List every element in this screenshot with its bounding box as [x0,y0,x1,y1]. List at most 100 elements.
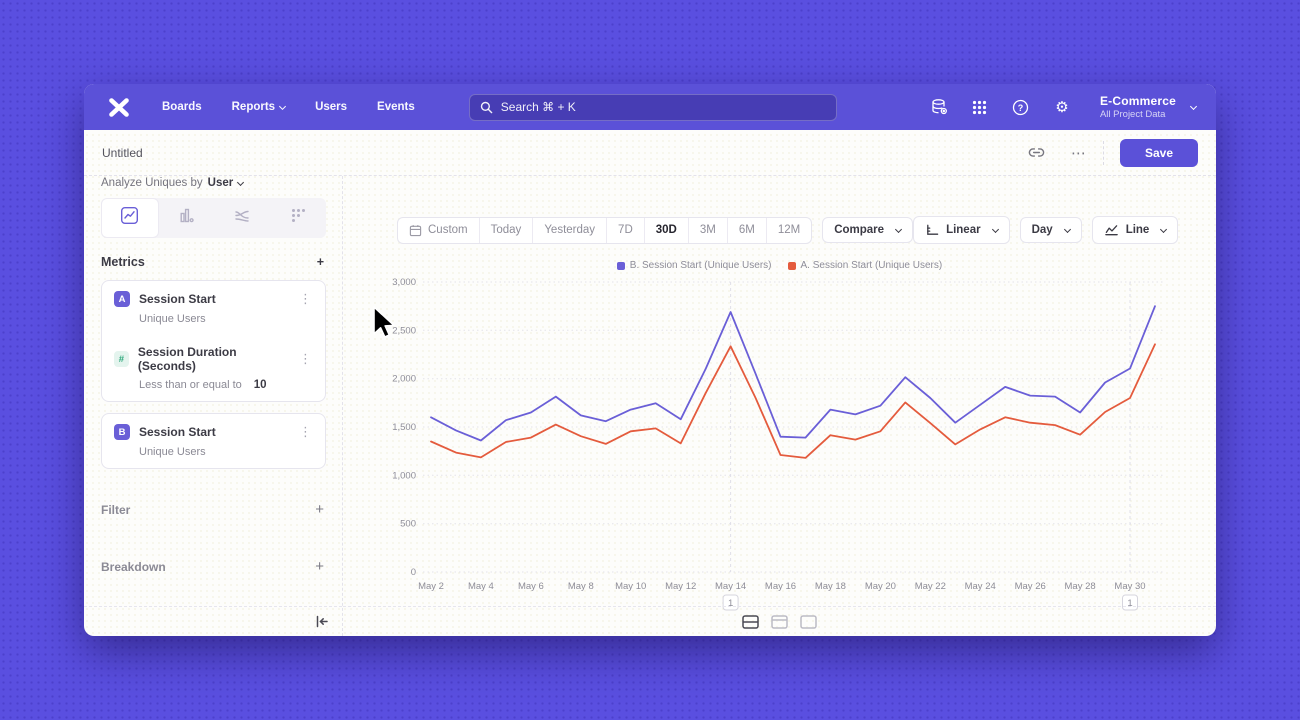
nav-boards[interactable]: Boards [162,101,202,113]
compare-dropdown[interactable]: Compare [822,217,914,243]
svg-text:May 20: May 20 [865,581,896,592]
metric-menu-icon[interactable]: ⋮ [299,291,312,306]
project-selector[interactable]: E-Commerce All Project Data [1099,94,1198,120]
metric-group-2: B Session Start ⋮ Unique Users [101,413,326,469]
svg-text:May 2: May 2 [418,581,444,592]
chart-panel: Custom Today Yesterday 7D 30D 3M 6M 12M … [343,176,1216,636]
svg-text:May 22: May 22 [915,581,946,592]
tab-retention[interactable] [270,198,326,238]
metric-menu-icon[interactable]: ⋮ [299,424,312,439]
svg-text:1: 1 [1127,598,1132,609]
range-7d-button[interactable]: 7D [607,217,645,243]
svg-text:1,000: 1,000 [392,470,416,481]
range-custom-button[interactable]: Custom [398,217,480,243]
range-today-button[interactable]: Today [480,217,534,243]
range-yesterday-button[interactable]: Yesterday [533,217,608,243]
scale-dropdown[interactable]: Linear [913,216,1010,244]
metric-group-1: A Session Start ⋮ Unique Users # Session… [101,280,326,402]
metric-subtitle[interactable]: Unique Users [139,313,206,325]
svg-text:May 16: May 16 [765,581,796,592]
project-scope: All Project Data [1099,109,1166,120]
svg-text:1,500: 1,500 [392,422,416,433]
chart-type-dropdown[interactable]: Line [1091,216,1179,244]
top-nav: Boards Reports Users Events Search ⌘ + K… [84,84,1216,130]
interval-dropdown[interactable]: Day [1019,217,1082,243]
svg-text:0: 0 [411,567,416,578]
save-button[interactable]: Save [1119,138,1198,167]
primary-nav: Boards Reports Users Events [162,101,415,113]
nav-reports[interactable]: Reports [232,101,287,113]
tab-flow[interactable] [215,198,271,238]
add-metric-button[interactable]: + [316,255,324,269]
svg-text:2,000: 2,000 [392,374,416,385]
more-options-icon[interactable]: ⋯ [1070,144,1087,162]
metric-condition[interactable]: Less than or equal to 10 [139,379,267,391]
numeric-property-icon: # [114,351,129,367]
range-6m-button[interactable]: 6M [728,217,767,243]
legend-swatch-a [787,261,796,270]
metric-session-duration[interactable]: # Session Duration (Seconds) ⋮ Less than… [102,335,325,401]
svg-text:May 24: May 24 [965,581,996,592]
apps-grid-icon[interactable] [971,98,989,116]
svg-text:May 26: May 26 [1015,581,1046,592]
breakdown-section: Breakdown + [101,558,324,575]
metric-session-start-a[interactable]: A Session Start ⋮ Unique Users [102,281,325,335]
metrics-section-header: Metrics + [101,255,324,269]
top-bar-view-icon[interactable] [771,614,788,629]
svg-text:May 12: May 12 [665,581,696,592]
nav-events[interactable]: Events [377,101,415,113]
metric-subtitle[interactable]: Unique Users [139,446,206,458]
chart-legend: B. Session Start (Unique Users) A. Sessi… [343,260,1216,271]
data-management-icon[interactable] [930,98,948,116]
nav-users[interactable]: Users [315,101,348,113]
chevron-down-icon [1063,225,1071,233]
analyze-by-dropdown[interactable]: User [208,177,245,189]
mixpanel-logo-icon[interactable] [108,97,132,117]
line-chart-icon [120,206,139,230]
metric-badge-a: A [114,291,130,307]
range-30d-button[interactable]: 30D [645,217,689,243]
share-link-icon[interactable] [1028,144,1045,161]
search-input[interactable]: Search ⌘ + K [468,93,837,121]
chart-toolbar: Custom Today Yesterday 7D 30D 3M 6M 12M … [397,216,1179,244]
svg-text:May 30: May 30 [1114,581,1145,592]
chevron-down-icon [895,225,903,233]
calendar-icon [409,224,422,237]
project-name: E-Commerce [1099,94,1176,108]
legend-swatch-b [616,261,625,270]
line-chart[interactable]: 0 500 1,000 1,500 2,000 2,500 3,000 May 2 May 4 M… [379,274,1169,619]
tab-bar-chart[interactable] [159,198,215,238]
svg-text:3,000: 3,000 [392,277,416,288]
full-view-icon[interactable] [800,614,817,629]
svg-text:May 28: May 28 [1065,581,1096,592]
tab-insights-line[interactable] [101,198,159,238]
condition-value[interactable]: 10 [253,379,267,391]
help-icon[interactable]: ? [1012,98,1030,116]
add-filter-button[interactable]: + [315,501,324,518]
date-range-segmented-control: Custom Today Yesterday 7D 30D 3M 6M 12M [397,216,813,244]
report-title[interactable]: Untitled [102,145,143,160]
search-placeholder: Search ⌘ + K [500,100,576,114]
collapse-sidebar-icon[interactable] [314,614,329,629]
range-3m-button[interactable]: 3M [689,217,728,243]
svg-text:May 18: May 18 [815,581,846,592]
analyze-uniques-row: Analyze Uniques by User [101,176,342,189]
chart-type-tabs [101,198,326,238]
bar-chart-icon [177,206,196,230]
metric-menu-icon[interactable]: ⋮ [299,351,312,366]
range-12m-button[interactable]: 12M [767,218,811,243]
add-breakdown-button[interactable]: + [315,558,324,575]
app-window: Boards Reports Users Events Search ⌘ + K… [84,84,1216,636]
chevron-down-icon [1189,102,1198,110]
split-view-icon[interactable] [742,614,759,629]
settings-gear-icon[interactable]: ⚙ [1055,98,1069,116]
filter-section: Filter + [101,501,324,518]
legend-item-a[interactable]: A. Session Start (Unique Users) [787,260,942,271]
nav-right-cluster: ? ⚙ E-Commerce All Project Data [930,94,1198,120]
metric-badge-b: B [114,424,130,440]
legend-item-b[interactable]: B. Session Start (Unique Users) [616,260,772,271]
svg-text:?: ? [1018,103,1024,113]
axis-scale-icon [925,223,939,237]
metric-session-start-b[interactable]: B Session Start ⋮ Unique Users [102,414,325,468]
svg-text:May 4: May 4 [468,581,494,592]
